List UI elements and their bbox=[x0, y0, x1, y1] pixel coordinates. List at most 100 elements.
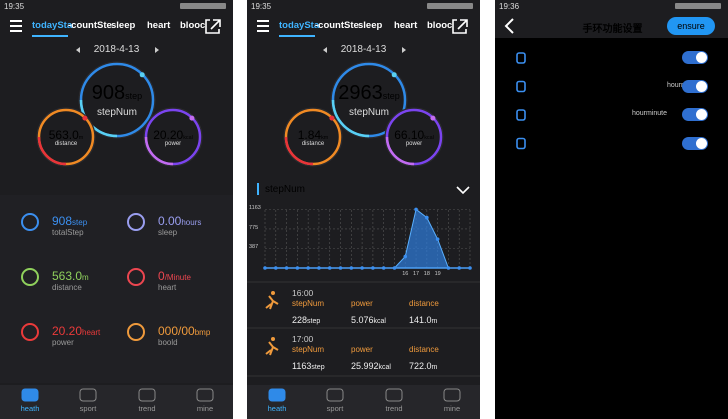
point bbox=[403, 254, 408, 259]
right_ring-label: power bbox=[146, 141, 200, 147]
status-time: 19:35 bbox=[251, 2, 272, 11]
runner-icon bbox=[265, 295, 279, 310]
nav-item[interactable]: sport bbox=[315, 404, 355, 413]
tab-label[interactable]: todaySta bbox=[279, 20, 320, 31]
tab-label[interactable]: sleep bbox=[358, 20, 383, 31]
x-tick-label: 19 bbox=[434, 271, 441, 277]
nav-item[interactable]: sport bbox=[68, 404, 108, 413]
point bbox=[306, 266, 310, 270]
left_ring-label: distance bbox=[39, 141, 93, 147]
status-time: 19:35 bbox=[4, 2, 25, 11]
nav-icon bbox=[21, 388, 39, 402]
toggle[interactable] bbox=[682, 136, 708, 150]
stat-number: 0.00 bbox=[158, 214, 182, 228]
left_ring-dot bbox=[329, 115, 335, 121]
button-label[interactable]: ensure bbox=[677, 21, 705, 31]
record-value: 5.076kcal bbox=[351, 310, 386, 328]
page-title: 手环功能设置 bbox=[582, 24, 643, 35]
toggle[interactable] bbox=[682, 108, 708, 121]
stat-label: distance bbox=[52, 283, 82, 292]
tab[interactable]: blooc bbox=[180, 20, 205, 31]
ring-value: 563.0 bbox=[48, 128, 79, 143]
nav-label[interactable]: mine bbox=[196, 404, 214, 413]
stat-number: 908 bbox=[52, 214, 73, 228]
stat-icon bbox=[127, 213, 145, 231]
y-tick-label: 387 bbox=[249, 244, 258, 250]
point bbox=[371, 266, 375, 270]
nav-icon bbox=[138, 388, 156, 402]
tab[interactable]: heart bbox=[147, 20, 170, 31]
record-value: 5.076 bbox=[351, 315, 374, 325]
point bbox=[381, 266, 386, 270]
tab-label[interactable]: heart bbox=[147, 20, 171, 31]
nav-label[interactable]: sport bbox=[326, 404, 344, 413]
main_ring-label: stepNum bbox=[333, 107, 405, 118]
nav-label[interactable]: heath bbox=[267, 404, 287, 413]
left_ring-value: 1.84km bbox=[286, 126, 340, 144]
record-label: power bbox=[351, 345, 373, 354]
nav-item[interactable]: mine bbox=[185, 404, 225, 413]
graphics bbox=[0, 3, 233, 419]
stat-label: sleep bbox=[158, 228, 177, 237]
nav-label[interactable]: trend bbox=[138, 404, 156, 413]
tab[interactable]: todaySta bbox=[32, 20, 72, 31]
record-value: 141.0m bbox=[409, 310, 437, 328]
ring-unit: kcal bbox=[424, 135, 434, 142]
tab-underline bbox=[32, 35, 68, 37]
tab-label[interactable]: sleep bbox=[111, 20, 136, 31]
tab-label[interactable]: -countSte bbox=[315, 20, 359, 31]
toggle-knob bbox=[696, 109, 707, 120]
ensure-button[interactable]: ensure bbox=[667, 17, 715, 35]
tab[interactable]: todaySta bbox=[279, 20, 319, 31]
left_ring-value: 563.0m bbox=[39, 126, 93, 144]
nav-item[interactable]: heath bbox=[10, 404, 50, 413]
record-value: 722.0 bbox=[409, 361, 432, 371]
toggle[interactable] bbox=[682, 79, 708, 93]
record-value: 1163 bbox=[292, 361, 312, 371]
tab-label[interactable]: heart bbox=[394, 20, 418, 31]
nav-label[interactable]: mine bbox=[443, 404, 461, 413]
tab-label[interactable]: blooc bbox=[180, 20, 206, 31]
tab[interactable]: -countSte bbox=[68, 20, 112, 31]
nav-item[interactable]: mine bbox=[432, 404, 472, 413]
stat-label: totalStep bbox=[52, 228, 84, 237]
tab[interactable]: heart bbox=[394, 20, 417, 31]
right_ring-arc bbox=[385, 136, 415, 166]
ring-unit: step bbox=[125, 91, 143, 101]
stat-unit: heart bbox=[82, 328, 101, 337]
x-tick-label: 19 bbox=[432, 271, 444, 277]
stat-icon bbox=[21, 323, 39, 341]
x-tick-label: 17 bbox=[410, 271, 422, 277]
nav-item[interactable]: trend bbox=[127, 404, 167, 413]
nav-icon bbox=[196, 388, 214, 402]
point bbox=[317, 266, 321, 270]
stat-label: distance bbox=[52, 283, 82, 292]
tab[interactable]: blooc bbox=[427, 20, 452, 31]
ring-value: 908 bbox=[91, 82, 126, 104]
nav-label[interactable]: heath bbox=[20, 404, 40, 413]
stat-label: heart bbox=[158, 283, 176, 292]
status-time: 19:36 bbox=[499, 2, 520, 11]
prev-arrow bbox=[323, 47, 327, 53]
main_ring-dot bbox=[391, 72, 397, 78]
toggle[interactable] bbox=[682, 51, 708, 64]
record-label: distance bbox=[409, 299, 439, 308]
nav-icon bbox=[385, 388, 403, 402]
x-tick-label: 16 bbox=[402, 271, 409, 277]
tab[interactable]: sleep bbox=[111, 20, 135, 31]
stat-icon bbox=[21, 213, 39, 231]
tab[interactable]: -countSte bbox=[315, 20, 359, 31]
tab[interactable]: sleep bbox=[358, 20, 382, 31]
nav-item[interactable]: trend bbox=[374, 404, 414, 413]
right_ring-label: power bbox=[387, 141, 441, 147]
tab-label[interactable]: todaySta bbox=[32, 20, 73, 31]
nav-item[interactable]: heath bbox=[257, 404, 297, 413]
point bbox=[295, 266, 300, 270]
tab-underline bbox=[279, 35, 315, 37]
ring-label: distance bbox=[301, 141, 325, 148]
tab-label[interactable]: blooc bbox=[427, 20, 453, 31]
nav-label[interactable]: trend bbox=[385, 404, 403, 413]
nav-label[interactable]: sport bbox=[79, 404, 97, 413]
tab-label[interactable]: -countSte bbox=[68, 20, 112, 31]
y-tick-label: 775 bbox=[249, 225, 258, 231]
